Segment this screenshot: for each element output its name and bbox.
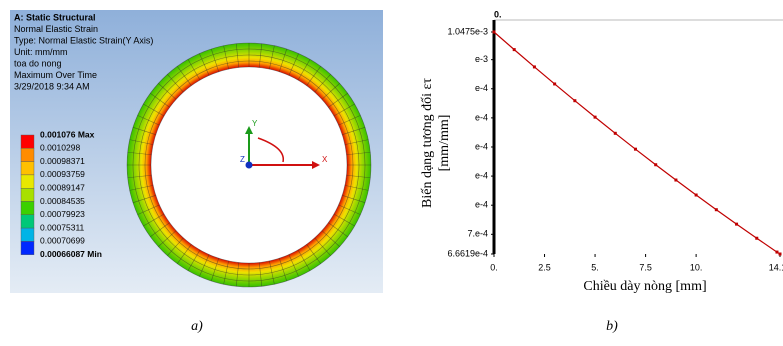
y-tick-label: 6.6619e-4 [447, 248, 488, 258]
y-tick-label: e-4 [475, 83, 488, 93]
point [553, 82, 556, 85]
legend-label: 0.001076 Max [40, 129, 95, 139]
legend-swatch [21, 228, 34, 241]
point [755, 237, 758, 240]
legend-label: 0.00075311 [40, 222, 85, 232]
z-axis [246, 162, 253, 169]
panel-a: Y Z X A: Static Structural Normal Elastic… [10, 10, 383, 293]
x-tick-label: 7.5 [639, 262, 652, 272]
y-tick-label: 7.e-4 [467, 229, 488, 239]
chart: 0. 1.0475e-3 e-3 e-4 e-4 e-4 e-4 e-4 7.e-4 6.6619… [420, 9, 783, 294]
header-line: toa do nong [14, 58, 62, 68]
y-tick-label: e-4 [475, 200, 488, 210]
point [513, 48, 516, 51]
header-line: 3/29/2018 9:34 AM [14, 81, 90, 91]
legend-swatch [21, 188, 34, 201]
header-line: Type: Normal Elastic Strain(Y Axis) [14, 35, 153, 45]
legend-swatch [21, 215, 34, 228]
legend-swatch [21, 135, 34, 148]
legend-label: 0.00089147 [40, 182, 85, 192]
caption: b) [606, 319, 618, 334]
y-tick-label: 1.0475e-3 [447, 26, 488, 36]
point [695, 194, 698, 197]
header-line: Unit: mm/mm [14, 47, 68, 57]
point [654, 163, 657, 166]
point [779, 253, 782, 256]
point [573, 99, 576, 102]
y-axis-title: [mm/mm] [437, 115, 452, 172]
legend-swatch [21, 241, 34, 254]
point [775, 251, 778, 254]
legend-label: 0.00084535 [40, 196, 85, 206]
legend-label: 0.00066087 Min [40, 249, 102, 259]
point [614, 132, 617, 135]
y-tick-label: e-3 [475, 54, 488, 64]
axis-label: Z [240, 155, 245, 164]
point [715, 208, 718, 211]
legend-swatch [21, 148, 34, 161]
legend-swatch [21, 175, 34, 188]
legend-label: 0.00093759 [40, 169, 85, 179]
legend-swatch [21, 202, 34, 215]
x-axis-title: Chiều dày nòng [mm] [583, 279, 706, 294]
legend-label: 0.00079923 [40, 209, 85, 219]
caption: a) [191, 319, 203, 334]
header-line: Normal Elastic Strain [14, 24, 98, 34]
y-tick-label: e-4 [475, 112, 488, 122]
point [735, 223, 738, 226]
top-label: 0. [494, 9, 502, 19]
axis-label: X [322, 155, 328, 164]
axis-label: Y [252, 119, 258, 128]
x-tick-label: 2.5 [538, 262, 551, 272]
point [493, 31, 496, 34]
legend-swatch [21, 162, 34, 175]
x-tick-label: 14.15 [769, 262, 783, 272]
point [594, 116, 597, 119]
y-axis-title: Biến dạng tương đối ετ [420, 78, 435, 208]
figure: Y Z X A: Static Structural Normal Elastic… [0, 0, 783, 341]
legend-label: 0.00098371 [40, 156, 85, 166]
header-line: Maximum Over Time [14, 70, 97, 80]
series-line [494, 32, 780, 254]
x-tick-label: 10. [690, 262, 703, 272]
legend-label: 0.00070699 [40, 236, 85, 246]
point [533, 65, 536, 68]
x-tick-label: 5. [591, 262, 599, 272]
legend-label: 0.0010298 [40, 143, 80, 153]
x-tick-label: 0. [490, 262, 498, 272]
y-tick-label: e-4 [475, 141, 488, 151]
point [634, 148, 637, 151]
y-tick-label: e-4 [475, 170, 488, 180]
point [674, 179, 677, 182]
header-line: A: Static Structural [14, 12, 96, 22]
